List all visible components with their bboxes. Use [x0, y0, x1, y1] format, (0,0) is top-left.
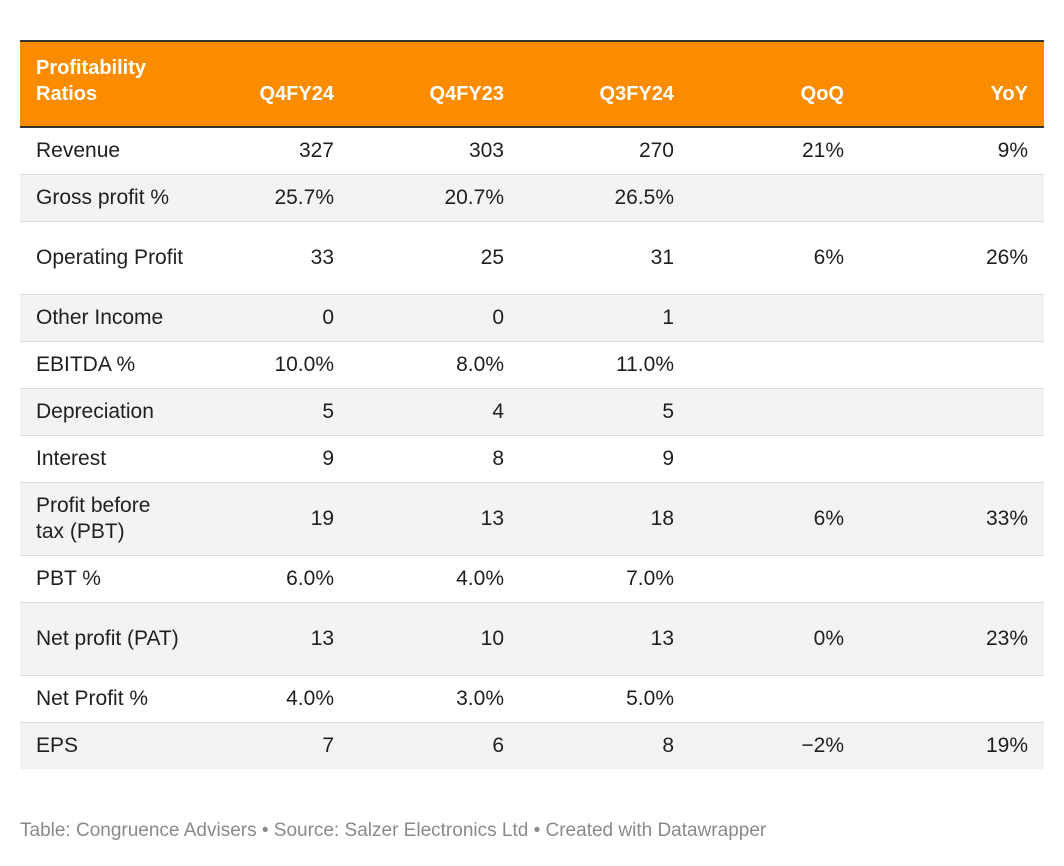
cell-q3fy24: 31	[520, 221, 690, 295]
cell-q4fy23: 0	[350, 294, 520, 342]
cell-q3fy24: 18	[520, 482, 690, 556]
row-label: PBT %	[20, 555, 200, 603]
cell-q3fy24: 1	[520, 294, 690, 342]
column-header-q4fy23: Q4FY23	[350, 40, 520, 128]
cell-yoy: 26%	[860, 221, 1044, 295]
cell-q4fy24: 33	[200, 221, 350, 295]
cell-q3fy24: 270	[520, 127, 690, 175]
row-label: Net profit (PAT)	[20, 602, 200, 676]
profitability-table-container: Profitability Ratios Q4FY24 Q4FY23 Q3FY2…	[20, 40, 1044, 769]
table-row: Depreciation 5 4 5	[20, 388, 1044, 436]
cell-q4fy24: 9	[200, 435, 350, 483]
row-label: Depreciation	[20, 388, 200, 436]
table-row: PBT % 6.0% 4.0% 7.0%	[20, 555, 1044, 603]
cell-q4fy24: 19	[200, 482, 350, 556]
cell-yoy	[860, 435, 1044, 483]
cell-q4fy24: 5	[200, 388, 350, 436]
cell-q3fy24: 8	[662, 733, 674, 757]
table-row: Operating Profit 33 25 31 6% 26%	[20, 221, 1044, 295]
cell-q4fy23: 20.7%	[350, 174, 520, 222]
column-header-yoy: YoY	[860, 40, 1044, 128]
cell-q4fy24: 327	[200, 127, 350, 175]
cell-yoy	[860, 388, 1044, 436]
cell-q3fy24: 5	[520, 388, 690, 436]
cell-qoq: 6%	[690, 482, 860, 556]
cell-q3fy24: 13	[520, 602, 690, 676]
cell-yoy: 33%	[860, 482, 1044, 556]
cell-qoq: 6%	[690, 221, 860, 295]
cell-q4fy24: 0	[200, 294, 350, 342]
cell-qoq: 21%	[690, 127, 860, 175]
cell-yoy	[860, 174, 1044, 222]
cell-qoq	[690, 341, 860, 389]
cell-q4fy23: 4.0%	[350, 555, 520, 603]
cell-qoq: 0%	[690, 602, 860, 676]
row-label: Other Income	[20, 294, 200, 342]
table-row: Revenue 327 303 270 21% 9%	[20, 127, 1044, 175]
cell-q3fy24: 5.0%	[520, 675, 690, 723]
cell-q3fy24: 7.0%	[520, 555, 690, 603]
table-row: Gross profit % 25.7% 20.7% 26.5%	[20, 174, 1044, 222]
column-header-qoq: QoQ	[690, 40, 860, 128]
row-label: Net Profit %	[20, 675, 200, 723]
row-label: Profit before tax (PBT)	[20, 482, 200, 556]
cell-yoy	[860, 294, 1044, 342]
table-row: Net profit (PAT) 13 10 13 0% 23%	[20, 602, 1044, 676]
cell-q4fy23: 13	[350, 482, 520, 556]
table-row: Profit before tax (PBT) 19 13 18 6% 33%	[20, 482, 1044, 556]
cell-yoy	[860, 555, 1044, 603]
cell-qoq	[690, 435, 860, 483]
table-header-row: Profitability Ratios Q4FY24 Q4FY23 Q3FY2…	[20, 40, 1044, 128]
cell-qoq	[690, 675, 860, 723]
cell-q3fy24: 11.0%	[520, 341, 690, 389]
cell-q4fy23: 3.0%	[350, 675, 520, 723]
cell-q3fy24: 26.5%	[520, 174, 690, 222]
row-label: Gross profit %	[20, 174, 200, 222]
cell-qoq	[690, 388, 860, 436]
cell-q4fy24: 6.0%	[200, 555, 350, 603]
cell-yoy	[860, 675, 1044, 723]
cell-qoq	[690, 294, 860, 342]
table-row: Interest 9 8 9	[20, 435, 1044, 483]
cell-qoq	[690, 555, 860, 603]
row-label: Revenue	[20, 127, 200, 175]
cell-q4fy23: 25	[350, 221, 520, 295]
cell-q4fy23: 8.0%	[350, 341, 520, 389]
cell-q3fy24: 9	[520, 435, 690, 483]
cell-q4fy23: 6	[492, 733, 504, 757]
cell-yoy	[860, 341, 1044, 389]
cell-q4fy24: 10.0%	[200, 341, 350, 389]
table-row: EPS 7 6 8 −2% 19%	[20, 722, 1044, 769]
table-row: Other Income 0 0 1	[20, 294, 1044, 342]
table-row: EBITDA % 10.0% 8.0% 11.0%	[20, 341, 1044, 389]
cell-q4fy24: 7	[322, 733, 334, 757]
cell-qoq	[690, 174, 860, 222]
cell-yoy: 19%	[985, 733, 1028, 757]
cell-q4fy23: 10	[350, 602, 520, 676]
profitability-table: Profitability Ratios Q4FY24 Q4FY23 Q3FY2…	[20, 40, 1044, 769]
row-label: Interest	[20, 435, 200, 483]
column-header-label: Profitability Ratios	[20, 40, 200, 128]
cell-q4fy24: 4.0%	[200, 675, 350, 723]
cell-q4fy23: 4	[350, 388, 520, 436]
cell-q4fy24: 13	[200, 602, 350, 676]
cell-qoq: −2%	[801, 733, 844, 757]
column-header-q3fy24: Q3FY24	[520, 40, 690, 128]
cell-q4fy24: 25.7%	[200, 174, 350, 222]
table-row: Net Profit % 4.0% 3.0% 5.0%	[20, 675, 1044, 723]
column-header-q4fy24: Q4FY24	[200, 40, 350, 128]
row-label: EBITDA %	[20, 341, 200, 389]
cell-q4fy23: 303	[350, 127, 520, 175]
row-label: EPS	[36, 733, 79, 757]
cell-q4fy23: 8	[350, 435, 520, 483]
cell-yoy: 23%	[860, 602, 1044, 676]
cell-yoy: 9%	[860, 127, 1044, 175]
row-label: Operating Profit	[20, 221, 200, 295]
table-footer-credits: Table: Congruence Advisers • Source: Sal…	[20, 820, 767, 841]
